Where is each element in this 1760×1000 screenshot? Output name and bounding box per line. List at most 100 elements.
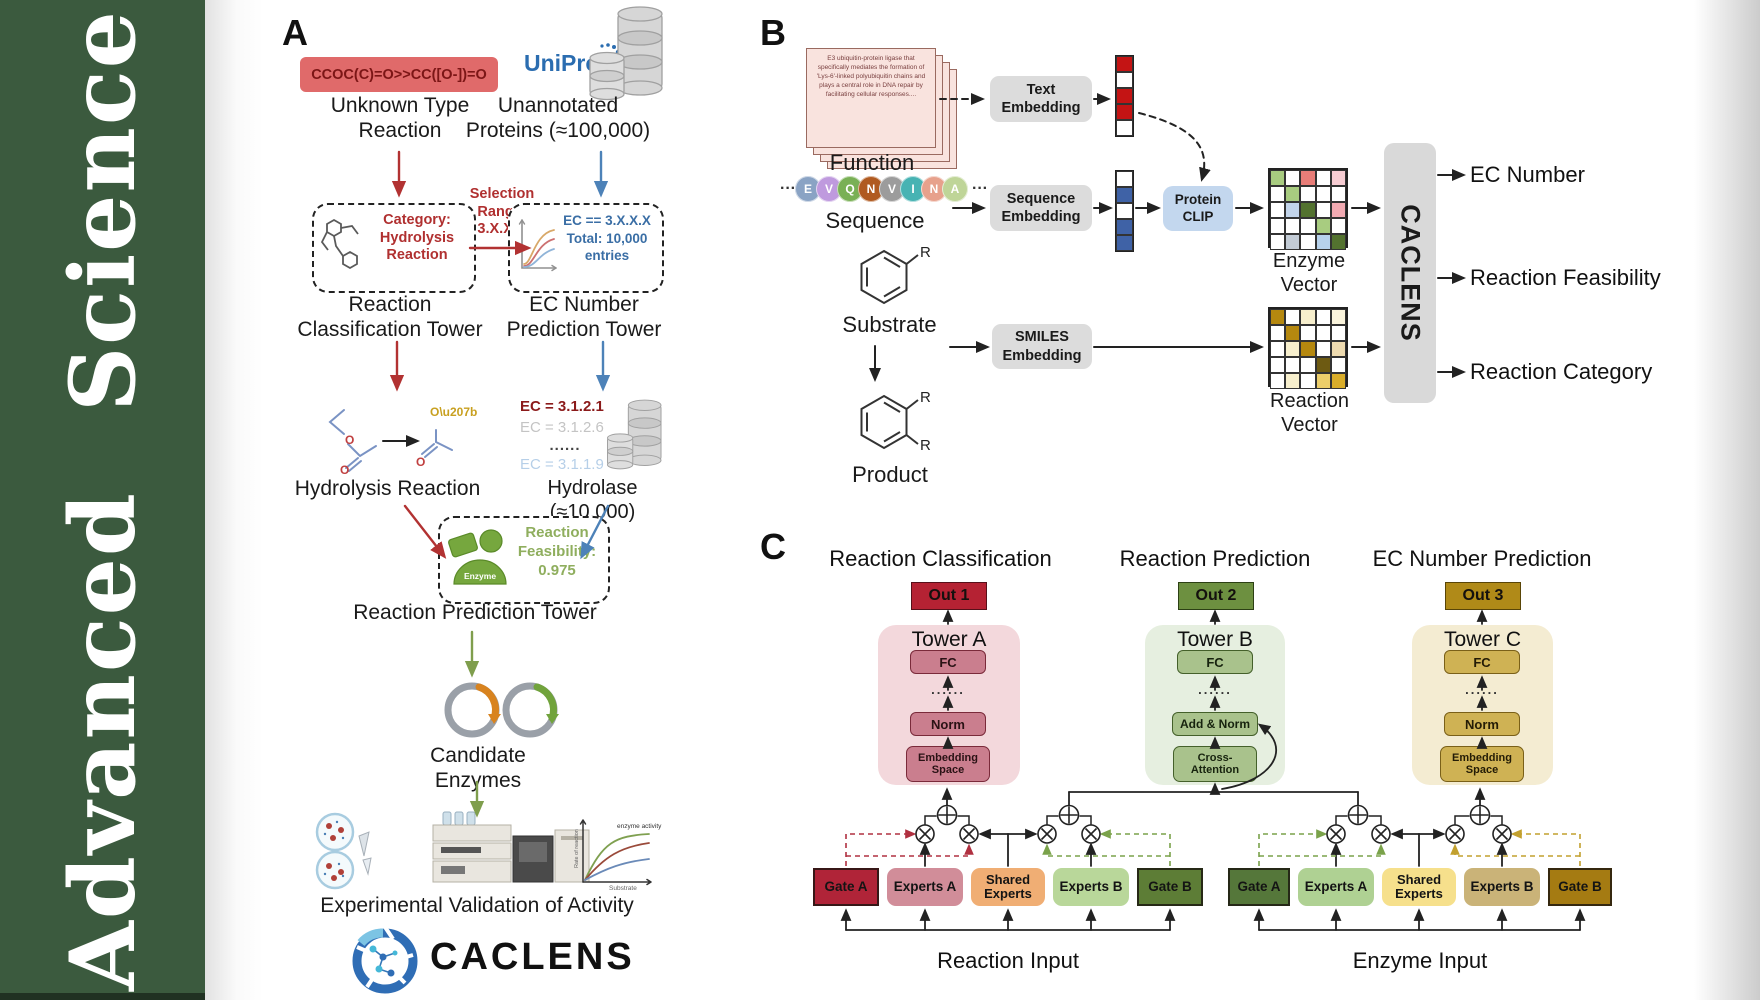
heatmap-cell <box>1315 309 1331 325</box>
panel-b-arrows <box>869 93 1466 382</box>
journal-title: Advanced Science <box>49 9 156 991</box>
svg-text:O: O <box>345 433 354 447</box>
moe-right-gate-a: Gate A <box>1228 868 1290 906</box>
ec-tower-label: EC Number Prediction Tower <box>506 293 662 341</box>
hydrolysis-reaction-label: Hydrolysis Reaction <box>294 477 481 500</box>
out1-box: Out 1 <box>911 582 987 610</box>
sequence-embedding-vector <box>1115 170 1134 252</box>
heatmap-cell <box>1116 104 1133 120</box>
svg-text:O\u207b: O\u207b <box>430 405 477 419</box>
smiles-reaction-box: CCOC(C)=O>>CC([O-])=O <box>300 57 498 92</box>
output-ec-number: EC Number <box>1470 162 1585 187</box>
moe-right-shared-experts: Shared Experts <box>1382 868 1456 906</box>
page-left-gradient <box>205 0 263 1000</box>
function-description-text: E3 ubiquitin-protein ligase that specifi… <box>816 55 926 99</box>
candidate-enzymes-label: Candidate Enzymes <box>430 744 526 792</box>
heatmap-cell <box>1270 309 1286 325</box>
panel-c-label: C <box>760 526 786 567</box>
panel-a-label: A <box>282 12 308 53</box>
classification-tower-label: Reaction Classification Tower <box>297 293 483 341</box>
moe-left-experts-b: Experts B <box>1053 868 1129 906</box>
enzyme-input-label: Enzyme Input <box>1352 948 1488 973</box>
heatmap-cell <box>1330 202 1346 218</box>
heatmap-cell <box>1116 235 1133 251</box>
sequence-ellipsis-right: ··· <box>971 180 988 197</box>
gate-b-left-routes <box>1042 829 1171 866</box>
tower-c-dots: ...... <box>1465 682 1499 697</box>
heatmap-cell <box>1116 72 1133 88</box>
heatmap-cell <box>1285 325 1301 341</box>
heatmap-cell <box>1300 309 1316 325</box>
heatmap-cell <box>1300 186 1316 202</box>
moe-right-experts-a: Experts A <box>1298 868 1374 906</box>
section-reaction-prediction: Reaction Prediction <box>1119 546 1311 571</box>
moe-left-gate-b: Gate B <box>1137 868 1203 906</box>
product-label: Product <box>852 462 928 487</box>
prediction-tower-label: Reaction Prediction Tower <box>353 601 597 624</box>
plasmid-icons <box>444 682 559 738</box>
substrate-label: Substrate <box>842 312 937 337</box>
residue-circle: A <box>941 176 968 202</box>
moe-left-shared-experts: Shared Experts <box>971 868 1045 906</box>
hydrolysis-reaction-molecules: O O O\u207b O <box>328 405 477 477</box>
protein-clip-box: Protein CLIP <box>1163 186 1233 231</box>
svg-text:enzyme activity: enzyme activity <box>617 823 662 830</box>
substrate-molecule: R <box>860 244 931 305</box>
heatmap-cell <box>1285 218 1301 234</box>
function-card-front: E3 ubiquitin-protein ligase that specifi… <box>806 48 936 148</box>
heatmap-cell <box>1300 234 1316 250</box>
page-right-gradient <box>1694 0 1760 1000</box>
heatmap-cell <box>1116 219 1133 235</box>
heatmap-cell <box>1285 309 1301 325</box>
heatmap-cell <box>1116 56 1133 72</box>
heatmap-cell <box>1330 218 1346 234</box>
caclens-model-label: CACLENS <box>1395 204 1426 342</box>
heatmap-cell <box>1116 120 1133 136</box>
sigmoid-curves-icon <box>518 219 557 272</box>
svg-text:Rate of reaction: Rate of reaction <box>574 829 580 868</box>
heatmap-cell <box>1330 373 1346 389</box>
output-reaction-feasibility: Reaction Feasibility <box>1470 265 1661 290</box>
molecule-scribble-icon <box>320 218 359 270</box>
heatmap-cell <box>1300 202 1316 218</box>
unknown-reaction-label: Unknown Type Reaction <box>330 94 470 142</box>
tower-a-title: Tower A <box>911 628 987 651</box>
heatmap-cell <box>1300 218 1316 234</box>
section-reaction-classification: Reaction Classification <box>829 546 1052 571</box>
heatmap-cell <box>1300 373 1316 389</box>
tower-a-dots: ...... <box>931 682 965 697</box>
enzyme-icon: Enzyme <box>448 529 507 585</box>
heatmap-cell <box>1315 186 1331 202</box>
heatmap-cell <box>1116 187 1133 203</box>
tower-a-fc: FC <box>910 650 986 674</box>
section-ec-number-prediction: EC Number Prediction <box>1372 546 1592 571</box>
svg-text:Enzyme: Enzyme <box>464 571 496 581</box>
journal-banner: Advanced Science <box>0 0 205 1000</box>
heatmap-cell <box>1330 357 1346 373</box>
heatmap-cell <box>1300 170 1316 186</box>
panel-b-label: B <box>760 12 786 53</box>
heatmap-cell <box>1270 170 1286 186</box>
tower-c-title: Tower C <box>1443 628 1522 651</box>
otimes-icons <box>915 824 1512 844</box>
unannotated-proteins-label: Unannotated Proteins (≈100,000) <box>465 94 651 142</box>
heatmap-cell <box>1300 357 1316 373</box>
ec-result-2: EC = 3.1.2.6 <box>520 419 604 436</box>
tower-c-fc: FC <box>1444 650 1520 674</box>
heatmap-cell <box>1300 325 1316 341</box>
svg-text:R: R <box>920 389 931 406</box>
svg-text:R: R <box>920 437 931 454</box>
feasibility-score-text: Reaction Feasibility: 0.975 <box>517 524 597 579</box>
heatmap-cell <box>1285 202 1301 218</box>
heatmap-cell <box>1270 186 1286 202</box>
tower-b-add-norm: Add & Norm <box>1172 712 1258 736</box>
heatmap-cell <box>1315 341 1331 357</box>
function-label: Function <box>829 150 915 175</box>
heatmap-cell <box>1270 325 1286 341</box>
heatmap-cell <box>1270 341 1286 357</box>
tower-b-cross-attention: Cross- Attention <box>1173 746 1257 782</box>
oplus-icons <box>936 804 1491 826</box>
heatmap-cell <box>1330 309 1346 325</box>
